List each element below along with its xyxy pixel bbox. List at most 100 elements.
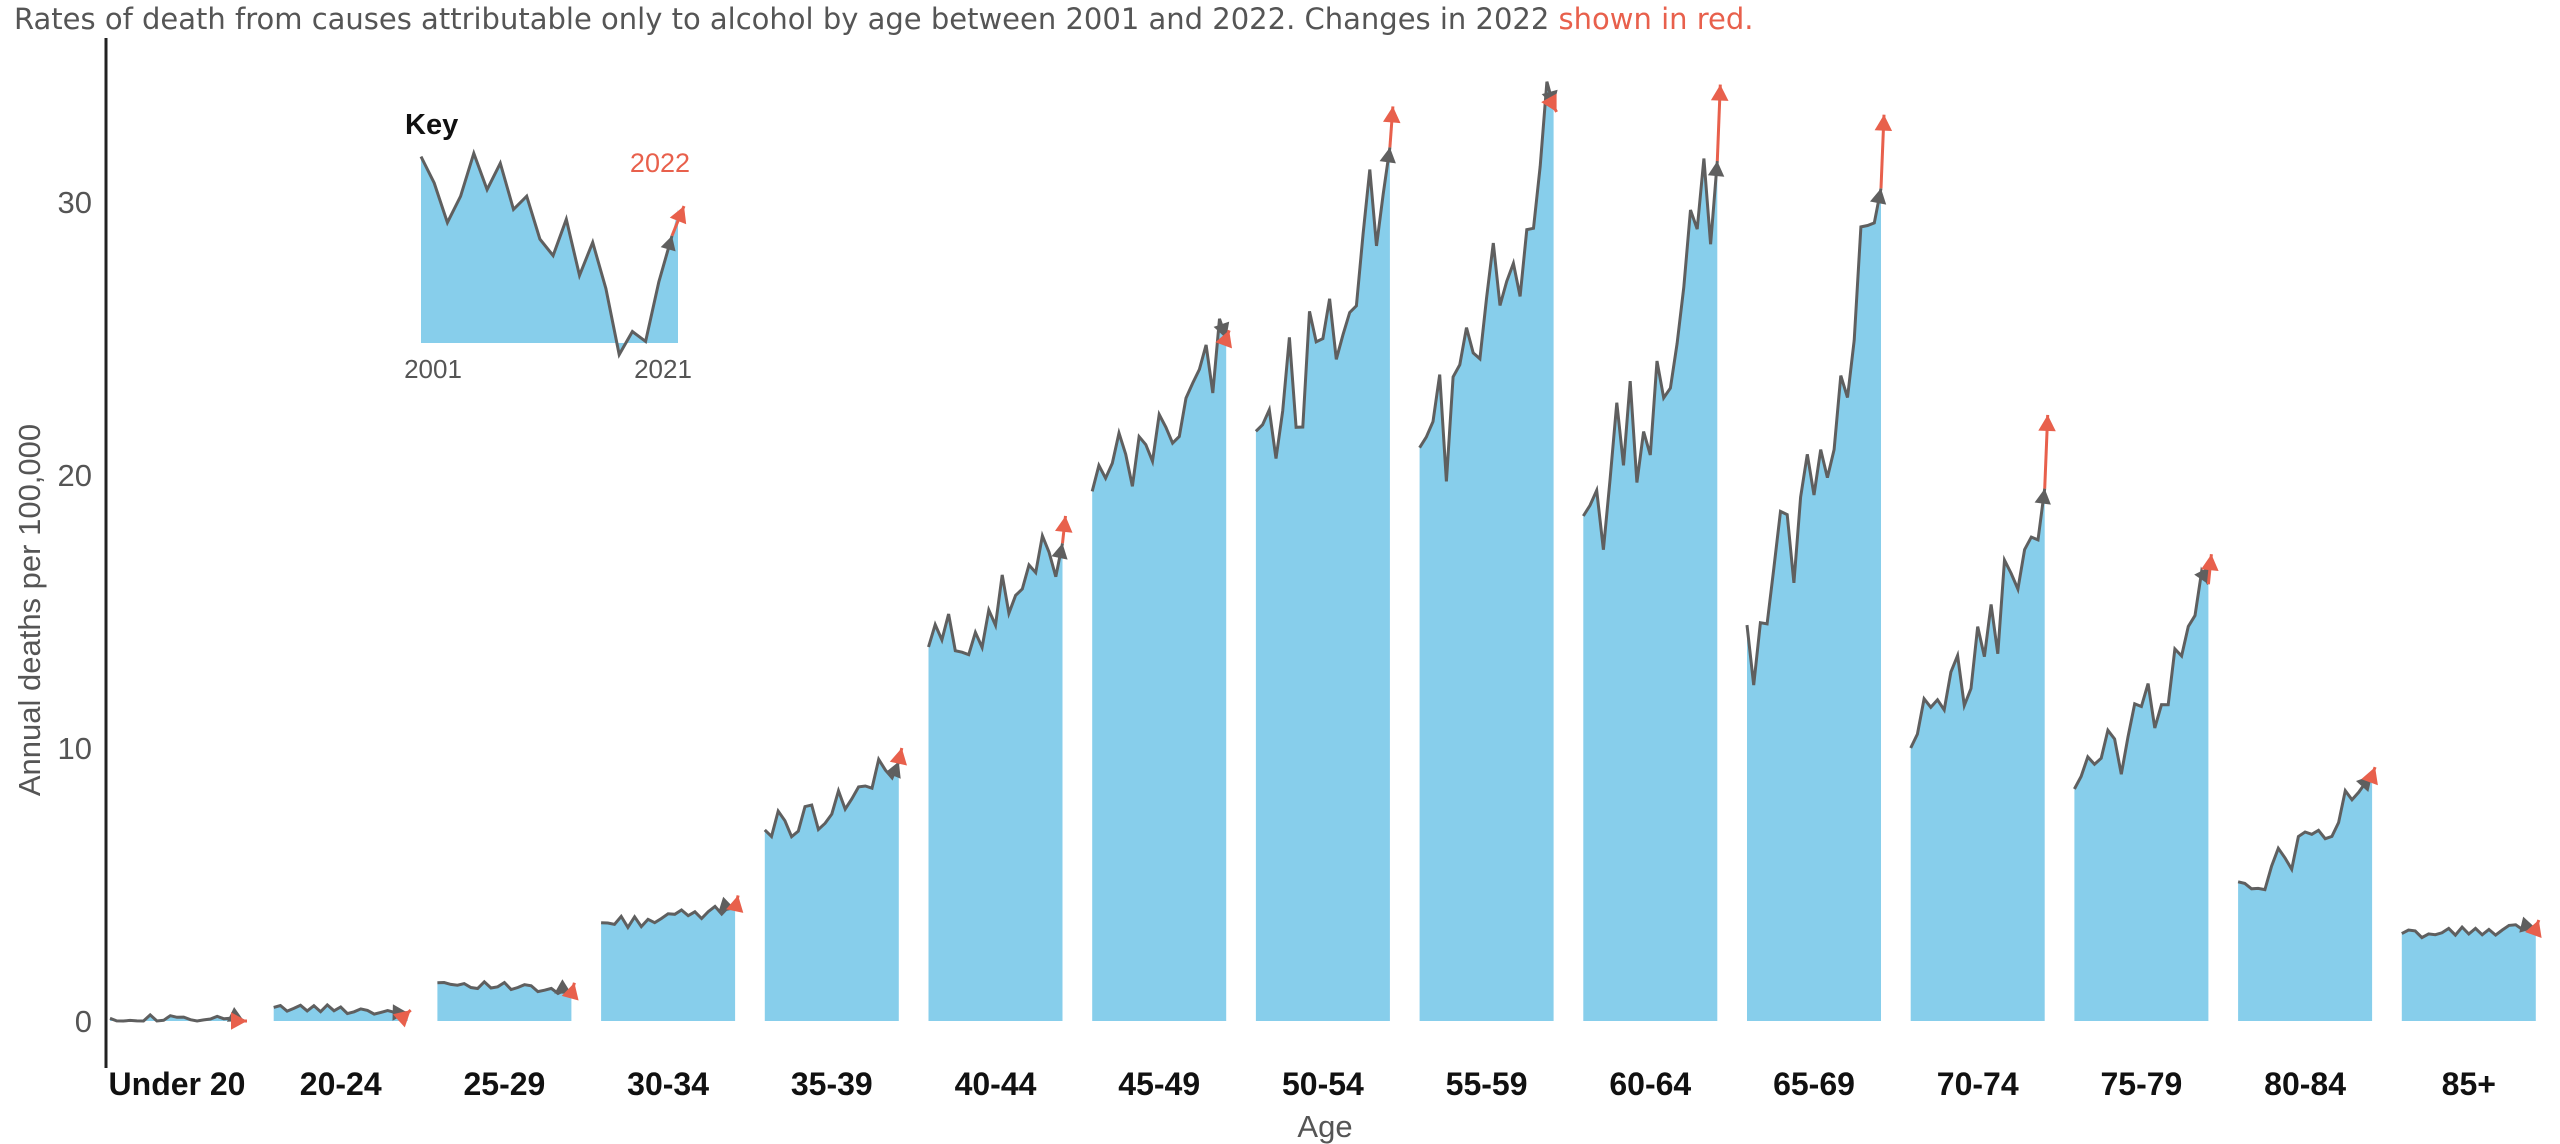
panel-line [2237, 774, 2374, 892]
change-2022-arrowhead [2201, 554, 2219, 571]
y-axis-label: Annual deaths per 100,000 [12, 424, 47, 796]
panel-area [1255, 147, 1390, 1021]
panel-13 [2237, 766, 2378, 1021]
panel-area [2238, 775, 2373, 1021]
end-2021-arrowhead [885, 761, 901, 779]
change-2022-arrowhead [1874, 114, 1893, 131]
panel-area [1910, 488, 2045, 1022]
end-2021-arrowhead [1707, 161, 1725, 177]
panel-line [601, 904, 736, 931]
x-category-label: 50-54 [1282, 1066, 1364, 1102]
x-category-label: 60-64 [1609, 1066, 1691, 1102]
panel-line [1254, 147, 1392, 459]
end-2021-arrowhead [2034, 488, 2051, 505]
panel-9 [1582, 84, 1729, 1021]
y-tick-label: 0 [75, 1004, 92, 1039]
panel-line [763, 755, 901, 840]
panel-line [2401, 923, 2537, 940]
panel-line [1418, 81, 1556, 482]
panel-line [109, 1012, 245, 1023]
panel-area [1419, 81, 1554, 1021]
panels [109, 81, 2542, 1030]
x-category-label: 65-69 [1773, 1066, 1855, 1102]
panel-area [1583, 158, 1718, 1021]
panel-area [764, 759, 899, 1021]
chart-subtitle: Rates of death from causes attributable … [14, 2, 1754, 36]
panel-line [1909, 488, 2047, 749]
panel-area [273, 1004, 408, 1021]
panel-2 [437, 979, 579, 1021]
panel-line [927, 530, 1064, 657]
end-2021-arrowhead [1379, 147, 1396, 164]
panel-1 [273, 1002, 412, 1028]
subtitle-highlight: shown in red. [1558, 2, 1754, 36]
x-category-label: Under 20 [109, 1066, 246, 1102]
end-2021-arrowhead [1870, 188, 1887, 205]
change-2022-arrowhead [2038, 414, 2056, 432]
panel-area [928, 535, 1063, 1021]
key-start-label: 2001 [404, 354, 462, 384]
end-2021-arrowhead [2194, 567, 2209, 585]
change-2022-arrowhead [1710, 84, 1729, 101]
x-category-label: 25-29 [463, 1066, 545, 1102]
x-category-label: 45-49 [1118, 1066, 1200, 1102]
x-category-label: 35-39 [791, 1066, 873, 1102]
change-2022-arrowhead [1541, 93, 1557, 112]
panel-line [2073, 566, 2210, 790]
x-category-label: 40-44 [955, 1066, 1037, 1102]
change-2022-arrowhead [1383, 106, 1401, 124]
panel-area [1092, 318, 1227, 1021]
panel-line [1582, 158, 1719, 550]
panel-area [2074, 571, 2209, 1021]
panel-11 [1909, 414, 2056, 1022]
key-end-label: 2021 [634, 354, 692, 384]
x-category-label: 70-74 [1937, 1066, 2019, 1102]
change-2022-arrowhead [889, 748, 907, 766]
key-line [419, 148, 674, 359]
key-area [421, 153, 678, 355]
panel-area [2401, 924, 2536, 1021]
key-end-arrowhead [660, 235, 676, 252]
panel-line [1745, 188, 1883, 686]
change-2022-arrowhead [561, 982, 579, 1001]
panel-14 [2401, 916, 2542, 1021]
panel-area [1747, 188, 1881, 1021]
change-2022-arrowhead [231, 1012, 247, 1030]
panel-10 [1745, 114, 1893, 1021]
panel-line [437, 979, 573, 996]
panel-4 [763, 747, 907, 1021]
change-2022-arrowhead [1215, 330, 1232, 349]
panel-8 [1418, 81, 1558, 1021]
panel-line [273, 1002, 408, 1016]
panel-6 [1090, 318, 1232, 1021]
panel-line [1090, 318, 1228, 492]
panel-5 [927, 515, 1073, 1021]
panel-area [601, 906, 736, 1021]
change-2022-arrowhead [726, 895, 744, 913]
panel-3 [601, 895, 744, 1021]
end-2021-arrowhead [554, 979, 572, 994]
change-2022-arrowhead [392, 1010, 411, 1028]
change-2022-arrowhead [1055, 516, 1073, 533]
change-2022-arrowhead [2361, 767, 2378, 786]
key-highlight-label: 2022 [630, 148, 690, 178]
x-category-label: 30-34 [627, 1066, 709, 1102]
x-category-label: 80-84 [2264, 1066, 2346, 1102]
x-category-label: 75-79 [2100, 1066, 2182, 1102]
key-change-arrowhead [669, 206, 687, 225]
y-tick-label: 30 [58, 185, 92, 220]
key-inset: Key 2022 2001 2021 [404, 109, 692, 384]
panel-0 [109, 1007, 247, 1030]
y-tick-label: 10 [58, 731, 92, 766]
x-category-label: 55-59 [1446, 1066, 1528, 1102]
panel-7 [1254, 106, 1401, 1021]
panel-12 [2073, 554, 2219, 1021]
x-category-label: 20-24 [300, 1066, 382, 1102]
y-tick-label: 20 [58, 458, 92, 493]
x-category-label: 85+ [2442, 1066, 2496, 1102]
change-2022-arrowhead [2525, 920, 2542, 938]
key-title: Key [405, 109, 458, 141]
y-axis-ticks: 0 10 20 30 [58, 185, 92, 1039]
x-axis-label: Age [1297, 1109, 1352, 1144]
